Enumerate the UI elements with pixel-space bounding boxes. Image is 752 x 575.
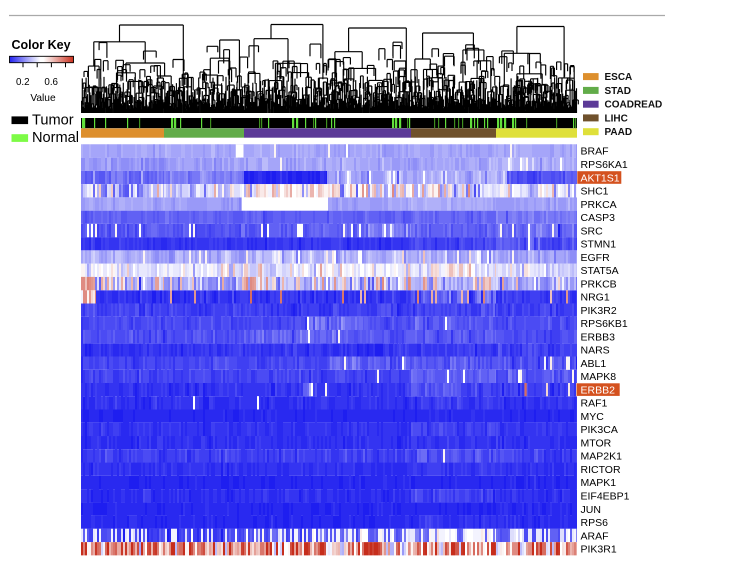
svg-text:STAT5A: STAT5A: [581, 265, 619, 277]
svg-text:RPS6KB1: RPS6KB1: [581, 318, 628, 330]
svg-text:SHC1: SHC1: [581, 186, 609, 198]
svg-text:Value: Value: [30, 93, 56, 104]
svg-text:EIF4EBP1: EIF4EBP1: [581, 491, 630, 503]
svg-text:EGFR: EGFR: [581, 252, 611, 264]
svg-text:AKT1S1: AKT1S1: [581, 172, 620, 184]
svg-text:MTOR: MTOR: [581, 438, 612, 450]
svg-text:ERBB3: ERBB3: [581, 331, 616, 343]
svg-text:PAAD: PAAD: [605, 127, 633, 138]
svg-text:MYC: MYC: [581, 411, 605, 423]
svg-text:SRC: SRC: [581, 225, 604, 237]
svg-text:MAP2K1: MAP2K1: [581, 451, 623, 463]
svg-text:RICTOR: RICTOR: [581, 464, 621, 476]
svg-text:STMN1: STMN1: [581, 239, 617, 251]
svg-text:STAD: STAD: [605, 86, 631, 97]
svg-text:LIHC: LIHC: [605, 113, 628, 124]
svg-text:RPS6: RPS6: [581, 517, 609, 529]
svg-text:Color Key: Color Key: [12, 38, 71, 52]
svg-text:PIK3R2: PIK3R2: [581, 305, 617, 317]
svg-text:PIK3CA: PIK3CA: [581, 424, 618, 436]
svg-text:0.6: 0.6: [44, 77, 58, 88]
svg-text:NARS: NARS: [581, 345, 610, 357]
svg-text:COADREAD: COADREAD: [605, 100, 663, 111]
svg-text:ESCA: ESCA: [605, 72, 633, 83]
svg-text:Normal: Normal: [32, 130, 79, 146]
svg-text:MAPK1: MAPK1: [581, 477, 617, 489]
svg-text:BRAF: BRAF: [581, 146, 609, 158]
svg-text:PIK3R1: PIK3R1: [581, 544, 617, 556]
svg-text:CASP3: CASP3: [581, 212, 616, 224]
svg-text:JUN: JUN: [581, 504, 601, 516]
svg-text:ABL1: ABL1: [581, 358, 607, 370]
svg-text:ARAF: ARAF: [581, 530, 609, 542]
svg-text:MAPK8: MAPK8: [581, 371, 617, 383]
svg-text:Tumor: Tumor: [32, 112, 74, 128]
svg-text:PRKCA: PRKCA: [581, 199, 617, 211]
svg-text:ERBB2: ERBB2: [581, 384, 616, 396]
svg-text:RPS6KA1: RPS6KA1: [581, 159, 628, 171]
svg-text:0.2: 0.2: [16, 77, 30, 88]
svg-text:PRKCB: PRKCB: [581, 278, 617, 290]
svg-text:NRG1: NRG1: [581, 292, 610, 304]
svg-text:RAF1: RAF1: [581, 398, 608, 410]
